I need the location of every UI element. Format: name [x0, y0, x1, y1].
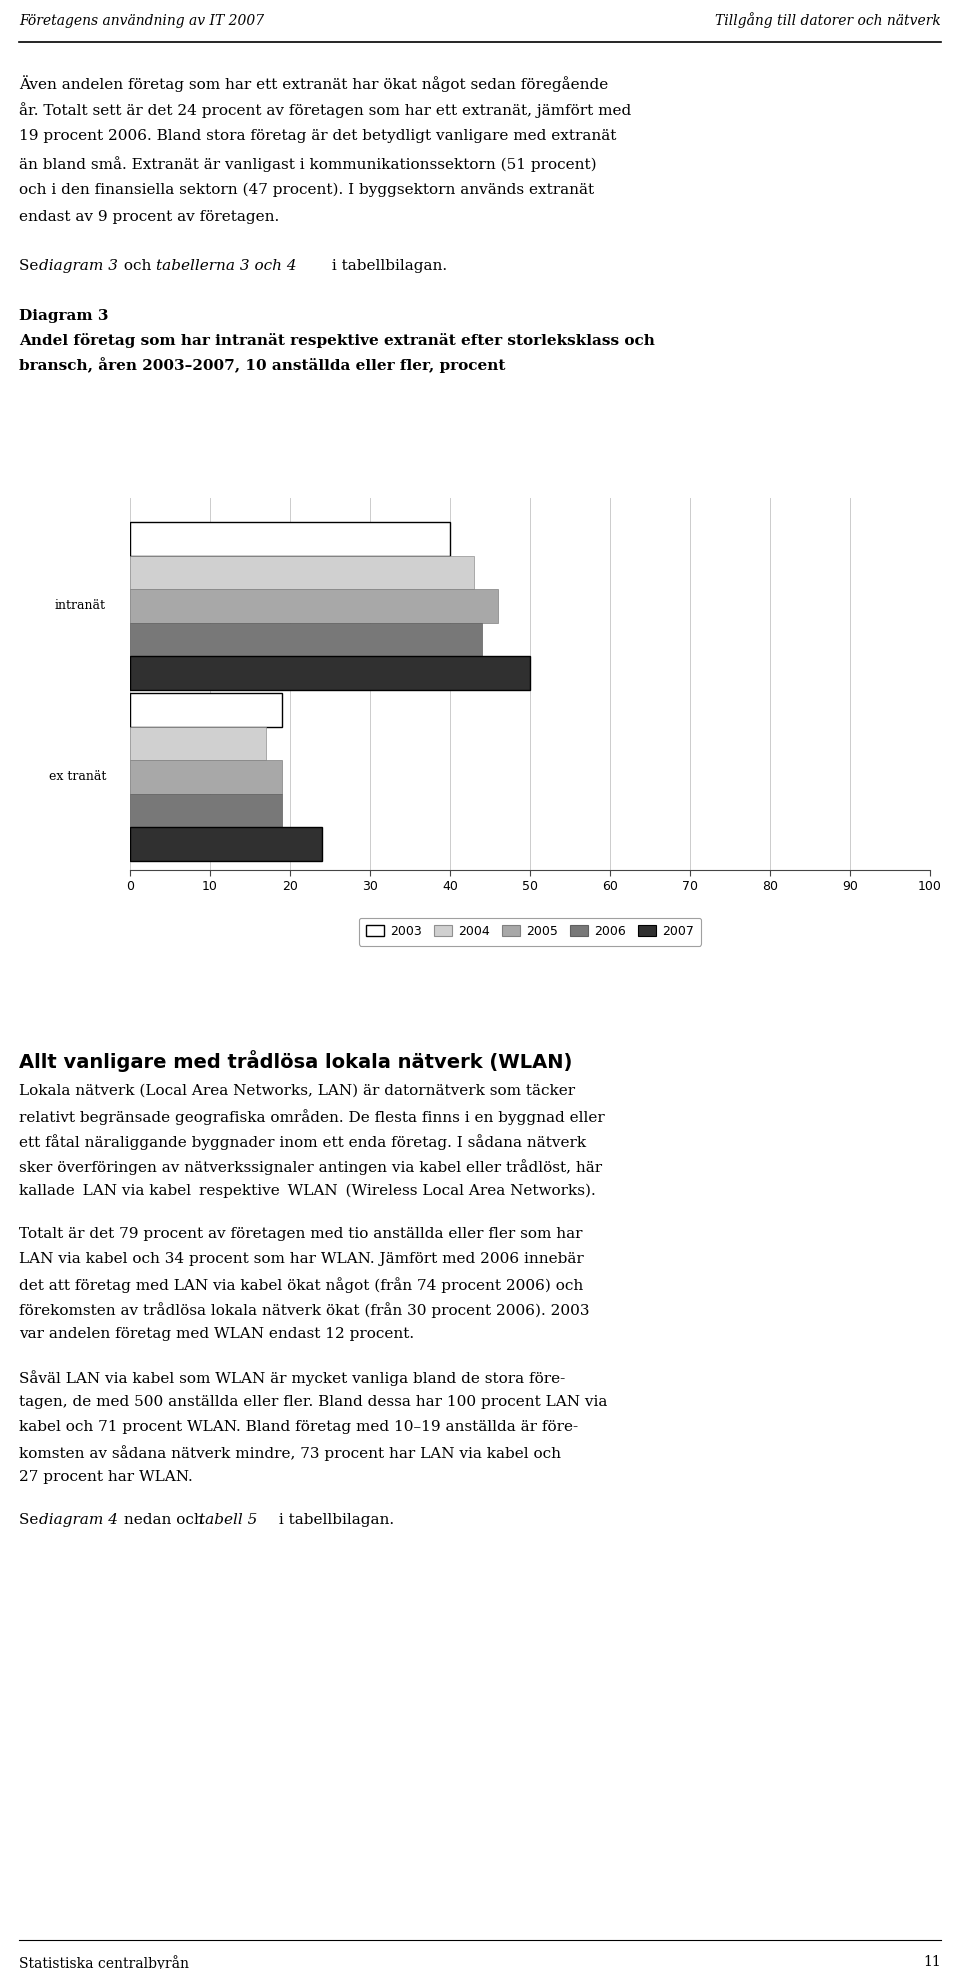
Bar [130, 727, 266, 760]
Bar [130, 622, 482, 656]
Text: tabell 5: tabell 5 [200, 1512, 257, 1528]
Text: bransch, åren 2003–2007, 10 anställda eller fler, procent: bransch, åren 2003–2007, 10 anställda el… [19, 356, 506, 372]
Text: förekomsten av trådlösa lokala nätverk ökat (från 30 procent 2006). 2003: förekomsten av trådlösa lokala nätverk ö… [19, 1302, 589, 1317]
Text: Statistiska centralbyrån: Statistiska centralbyrån [19, 1955, 189, 1969]
Bar [130, 656, 530, 689]
Text: 19 procent 2006. Bland stora företag är det betydligt vanligare med extranät: 19 procent 2006. Bland stora företag är … [19, 130, 616, 144]
Bar [130, 794, 282, 827]
Text: var andelen företag med WLAN endast 12 procent.: var andelen företag med WLAN endast 12 p… [19, 1327, 415, 1341]
Bar [130, 522, 450, 555]
Text: kabel och 71 procent WLAN. Bland företag med 10–19 anställda är före-: kabel och 71 procent WLAN. Bland företag… [19, 1420, 578, 1433]
Legend: 2003, 2004, 2005, 2006, 2007: 2003, 2004, 2005, 2006, 2007 [359, 918, 702, 945]
Text: tagen, de med 500 anställda eller fler. Bland dessa har 100 procent LAN via: tagen, de med 500 anställda eller fler. … [19, 1394, 608, 1410]
Text: 27 procent har WLAN.: 27 procent har WLAN. [19, 1471, 193, 1485]
Text: ett fåtal näraliggande byggnader inom ett enda företag. I sådana nätverk: ett fåtal näraliggande byggnader inom et… [19, 1134, 587, 1150]
Text: Allt vanligare med trådlösa lokala nätverk (WLAN): Allt vanligare med trådlösa lokala nätve… [19, 1049, 572, 1071]
Bar [130, 555, 474, 589]
Text: nedan och: nedan och [119, 1512, 209, 1528]
Text: Andel företag som har intranät respektive extranät efter storleksklass och: Andel företag som har intranät respektiv… [19, 333, 655, 349]
Text: komsten av sådana nätverk mindre, 73 procent har LAN via kabel och: komsten av sådana nätverk mindre, 73 pro… [19, 1445, 562, 1461]
Text: Se: Se [19, 260, 43, 274]
Text: och i den finansiella sektorn (47 procent). I byggsektorn används extranät: och i den finansiella sektorn (47 procen… [19, 183, 594, 197]
Text: 11: 11 [924, 1955, 941, 1969]
Text: LAN via kabel och 34 procent som har WLAN. Jämfört med 2006 innebär: LAN via kabel och 34 procent som har WLA… [19, 1252, 584, 1266]
Text: Tillgång till datorer och nätverk: Tillgång till datorer och nätverk [715, 12, 941, 28]
Text: Även andelen företag som har ett extranät har ökat något sedan föregående: Även andelen företag som har ett extranä… [19, 75, 609, 93]
Text: intranät: intranät [55, 599, 106, 612]
Text: relativt begränsade geografiska områden. De flesta finns i en byggnad eller: relativt begränsade geografiska områden.… [19, 1109, 605, 1124]
Text: i tabellbilagan.: i tabellbilagan. [275, 1512, 395, 1528]
Text: Se: Se [19, 1512, 43, 1528]
Text: sker överföringen av nätverkssignaler antingen via kabel eller trådlöst, här: sker överföringen av nätverkssignaler an… [19, 1160, 602, 1175]
Text: det att företag med LAN via kabel ökat något (från 74 procent 2006) och: det att företag med LAN via kabel ökat n… [19, 1278, 584, 1294]
Text: ex tranät: ex tranät [49, 770, 106, 784]
Text: Totalt är det 79 procent av företagen med tio anställda eller fler som har: Totalt är det 79 procent av företagen me… [19, 1227, 583, 1240]
Text: Diagram 3: Diagram 3 [19, 309, 108, 323]
Text: diagram 4: diagram 4 [39, 1512, 118, 1528]
Text: diagram 3: diagram 3 [39, 260, 118, 274]
Text: endast av 9 procent av företagen.: endast av 9 procent av företagen. [19, 211, 279, 224]
Bar [130, 693, 282, 727]
Bar [130, 589, 498, 622]
Text: Företagens användning av IT 2007: Företagens användning av IT 2007 [19, 14, 264, 28]
Text: och: och [119, 260, 156, 274]
Text: Lokala nätverk (Local Area Networks, LAN) är datornätverk som täcker: Lokala nätverk (Local Area Networks, LAN… [19, 1085, 575, 1099]
Text: än bland små. Extranät är vanligast i kommunikationssektorn (51 procent): än bland små. Extranät är vanligast i ko… [19, 156, 597, 171]
Bar [130, 827, 322, 860]
Bar [130, 760, 282, 794]
Text: kallade  LAN via kabel  respektive  WLAN  (Wireless Local Area Networks).: kallade LAN via kabel respektive WLAN (W… [19, 1183, 596, 1199]
Text: tabellerna 3 och 4: tabellerna 3 och 4 [156, 260, 297, 274]
Text: Såväl LAN via kabel som WLAN är mycket vanliga bland de stora före-: Såväl LAN via kabel som WLAN är mycket v… [19, 1370, 565, 1386]
Text: år. Totalt sett är det 24 procent av företagen som har ett extranät, jämfört med: år. Totalt sett är det 24 procent av för… [19, 102, 632, 118]
Text: i tabellbilagan.: i tabellbilagan. [327, 260, 447, 274]
